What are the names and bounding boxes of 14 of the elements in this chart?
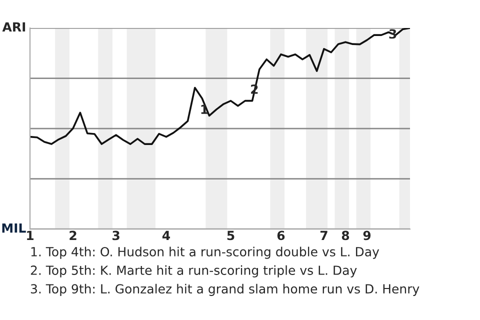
text: 1. Top 4th: O. Hudson hit a run-scoring double vs L. Day: [31, 246, 380, 259]
x-tick-label: 6: [277, 230, 285, 240]
x-tick-label: 7: [320, 230, 328, 240]
text: 3. Top 9th: L. Gonzalez hit a grand slam home run vs D. Henry: [30, 284, 420, 296]
x-tick-label: 9: [363, 230, 371, 240]
x-tick-label: 3: [112, 230, 120, 240]
x-tick-label: 2: [70, 230, 76, 240]
text: ARI: [2, 22, 26, 32]
x-tick-label: 4: [162, 230, 170, 240]
x-tick-label: 5: [227, 230, 234, 240]
text: MIL: [2, 223, 26, 233]
text: 2. Top 5th: K. Marte hit a run-scoring triple vs L. Day: [30, 265, 357, 278]
x-tick-label: 1: [27, 230, 34, 240]
x-tick-label: 8: [342, 230, 350, 240]
